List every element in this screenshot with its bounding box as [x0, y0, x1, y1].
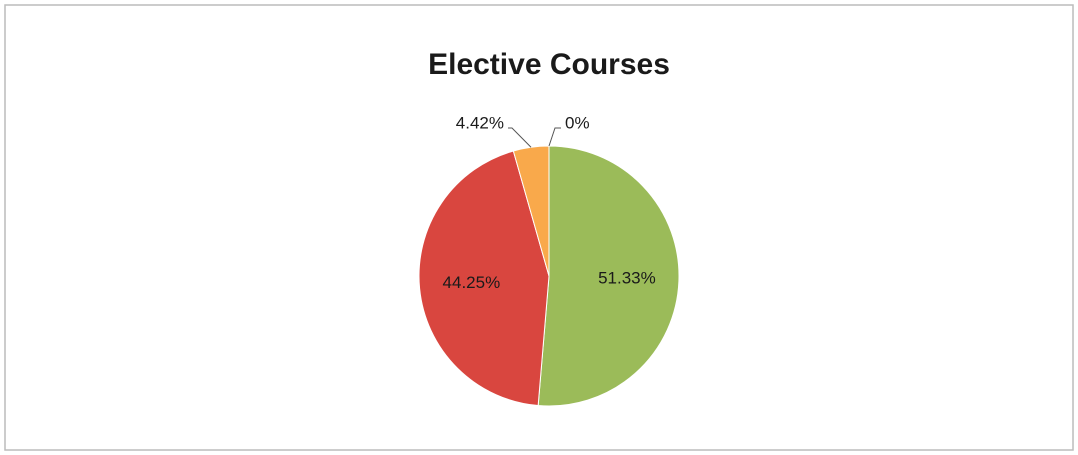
data-label: 0%: [565, 113, 590, 132]
pie-slice: [418, 150, 550, 407]
data-label: 4.42%: [456, 113, 504, 132]
data-label: 51.33%: [598, 269, 656, 288]
leader-line: [548, 127, 561, 147]
data-label: 44.25%: [443, 273, 501, 292]
chart-title: Elective Courses: [428, 48, 670, 81]
leader-line: [508, 127, 532, 148]
pie-slice: [537, 145, 680, 407]
